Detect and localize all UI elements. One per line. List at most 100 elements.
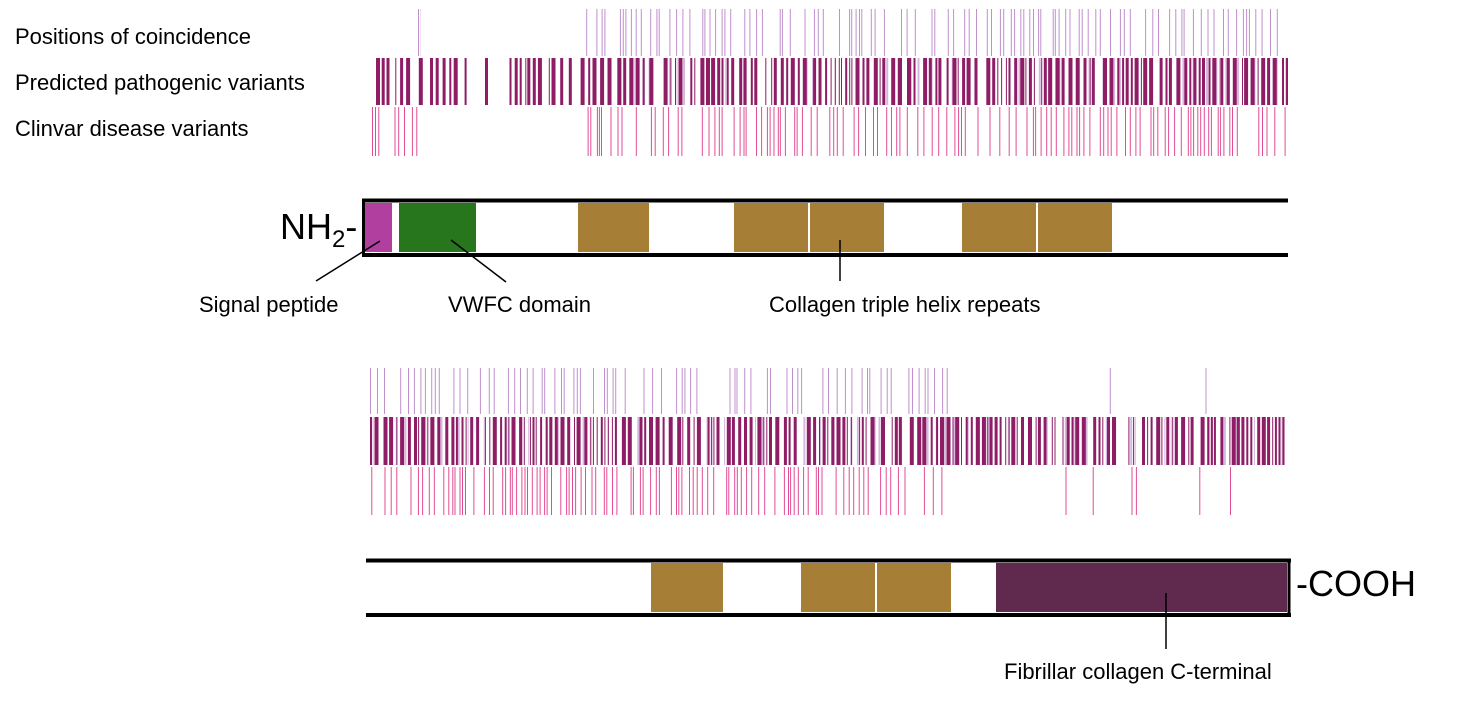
clinvar-tick (509, 467, 511, 515)
coincidence-tick (924, 368, 926, 414)
clinvar-tick (568, 467, 570, 515)
predicted-tick (793, 417, 797, 465)
predicted-tick (1172, 417, 1174, 465)
predicted-tick (1207, 417, 1210, 465)
coincidence-tick (1270, 9, 1271, 56)
predicted-tick (873, 58, 878, 105)
coincidence-tick (880, 368, 882, 414)
collagen-repeat-7 (801, 563, 875, 612)
predicted-tick (560, 417, 565, 465)
clinvar-tick (746, 467, 748, 515)
predicted-tick (414, 417, 417, 465)
coincidence-overlay-tick (856, 417, 859, 465)
coincidence-tick (661, 368, 662, 414)
coincidence-tick (964, 9, 966, 56)
predicted-tick (1142, 417, 1145, 465)
coincidence-tick (908, 368, 910, 414)
coincidence-overlay-tick (457, 417, 460, 465)
clinvar-tick (1092, 467, 1094, 515)
coincidence-overlay-tick (507, 417, 509, 465)
predicted-tick (1229, 417, 1231, 465)
predicted-tick (731, 417, 735, 465)
row1-protein-bar (362, 198, 1288, 257)
coincidence-tick (420, 368, 422, 414)
predicted-tick (907, 58, 911, 105)
clinvar-tick (1103, 107, 1105, 156)
predicted-tick (1250, 58, 1255, 105)
predicted-tick (627, 417, 632, 465)
predicted-tick (739, 58, 743, 105)
predicted-tick (623, 58, 627, 105)
coincidence-overlay-tick (633, 58, 635, 105)
clinvar-tick (678, 467, 680, 515)
clinvar-tick (1040, 107, 1042, 156)
predicted-tick (1147, 417, 1149, 465)
clinvar-tick (836, 107, 838, 156)
coincidence-tick (624, 368, 626, 414)
predicted-tick (842, 417, 846, 465)
predicted-tick (1272, 58, 1277, 105)
predicted-tick (607, 417, 609, 465)
coincidence-overlay-tick (582, 417, 585, 465)
predicted-tick (790, 58, 795, 105)
coincidence-tick (1261, 9, 1263, 56)
clinvar-tick (1168, 107, 1170, 156)
n-terminus-main: NH (280, 206, 332, 247)
coincidence-overlay-tick (1182, 58, 1185, 105)
clinvar-tick (411, 107, 413, 156)
clinvar-tick (1135, 467, 1137, 515)
clinvar-tick (931, 107, 933, 156)
predicted-tick (649, 58, 654, 105)
predicted-tick (1267, 417, 1271, 465)
clinvar-tick (372, 107, 373, 156)
coincidence-tick (1003, 9, 1005, 56)
coincidence-overlay-tick (1085, 417, 1088, 465)
predicted-tick (1193, 58, 1197, 105)
coincidence-tick (619, 9, 621, 56)
clinvar-tick (858, 467, 860, 515)
clinvar-tick (454, 467, 456, 515)
coincidence-tick (658, 9, 660, 56)
predicted-tick (500, 417, 503, 465)
clinvar-tick (1139, 107, 1141, 156)
predicted-tick (855, 58, 860, 105)
clinvar-tick (658, 467, 660, 515)
predicted-tick (1098, 417, 1101, 465)
collagen-repeat-2 (734, 203, 808, 252)
clinvar-tick (917, 107, 919, 156)
coincidence-tick (1213, 9, 1215, 56)
predicted-tick (952, 58, 957, 105)
predicted-tick (935, 58, 938, 105)
collagen-repeat-5 (1038, 203, 1112, 252)
coincidence-overlay-tick (742, 58, 744, 105)
clinvar-tick (766, 107, 768, 156)
coincidence-tick (704, 9, 706, 56)
coincidence-overlay-tick (917, 58, 920, 105)
coincidence-tick (676, 368, 678, 414)
clinvar-tick (964, 107, 966, 156)
predicted-tick (846, 417, 848, 465)
row2-clinvar-track (371, 467, 1231, 515)
coincidence-tick (947, 9, 949, 56)
coincidence-tick (1169, 9, 1171, 56)
predicted-tick (1261, 417, 1266, 465)
predicted-tick (1231, 417, 1236, 465)
coincidence-tick (593, 368, 594, 414)
coincidence-tick (976, 9, 977, 56)
coincidence-tick (914, 9, 916, 56)
coincidence-overlay-tick (528, 417, 530, 465)
predicted-tick (970, 417, 973, 465)
coincidence-tick (931, 9, 933, 56)
coincidence-tick (615, 368, 617, 414)
predicted-track-label: Predicted pathogenic variants (15, 70, 305, 95)
predicted-tick (780, 58, 784, 105)
coincidence-tick (541, 368, 543, 414)
predicted-tick (1028, 417, 1032, 465)
predicted-tick (1261, 58, 1266, 105)
predicted-tick (514, 58, 518, 105)
predicted-tick (694, 58, 696, 105)
predicted-tick (1267, 58, 1271, 105)
predicted-tick (1048, 58, 1053, 105)
predicted-tick (834, 58, 836, 105)
clinvar-tick (751, 467, 753, 515)
